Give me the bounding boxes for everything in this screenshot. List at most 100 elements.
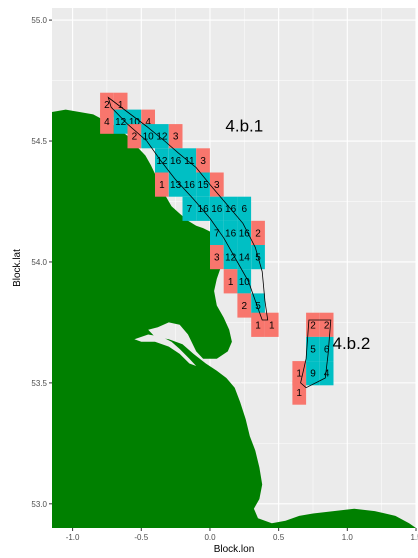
cell-label: 2 xyxy=(310,320,316,331)
block-cell: 16 xyxy=(196,196,210,221)
block-cell: 16 xyxy=(237,220,252,245)
area-labels: 4.b.1 4.b.2 xyxy=(225,116,370,353)
cell-label: 2 xyxy=(104,100,110,111)
cell-label: 16 xyxy=(184,180,196,191)
block-cell: 3 xyxy=(210,172,224,197)
cell-label: 12 xyxy=(156,132,168,143)
cell-fill xyxy=(113,109,128,134)
block-cell: 16 xyxy=(182,172,197,197)
block-cell: 1 xyxy=(292,380,307,405)
cell-label: 1 xyxy=(255,320,261,331)
cell-label: 10 xyxy=(129,117,141,128)
block-cell: 12 xyxy=(223,245,238,270)
cell-fill xyxy=(237,269,252,294)
mainland-shape xyxy=(52,109,416,528)
block-cell: 1 xyxy=(292,361,307,386)
block-cell: 2 xyxy=(319,312,334,337)
cell-label: 2 xyxy=(324,320,330,331)
cell-label: 16 xyxy=(170,156,182,167)
cell-label: 4 xyxy=(324,369,330,380)
cell-fill xyxy=(223,245,238,270)
cell-fill xyxy=(182,148,197,173)
cell-label: 10 xyxy=(239,277,251,288)
cell-label: 15 xyxy=(198,180,210,191)
cell-label: 10 xyxy=(143,132,155,143)
cell-fill xyxy=(319,336,334,362)
y-tick-label: 55.0 xyxy=(31,16,47,25)
block-cell: 11 xyxy=(182,148,197,173)
block-cell: 2 xyxy=(306,312,320,337)
x-tick-label: 1.0 xyxy=(342,533,354,542)
block-cell: 12 xyxy=(155,124,169,149)
cell-label: 9 xyxy=(310,369,316,380)
cell-label: 3 xyxy=(173,132,179,143)
cell-fill xyxy=(306,336,320,362)
y-tick-label: 54.0 xyxy=(31,258,47,267)
cell-label: 12 xyxy=(225,253,237,264)
block-cell: 14 xyxy=(237,245,252,270)
cell-label: 16 xyxy=(239,228,251,239)
cell-fill xyxy=(292,380,307,405)
cell-fill xyxy=(155,124,169,149)
cell-fill xyxy=(306,361,320,386)
block-cell: 9 xyxy=(306,361,320,386)
block-cell: 3 xyxy=(168,124,183,149)
cell-fill xyxy=(182,196,197,221)
cell-fill xyxy=(223,220,238,245)
cell-label: 5 xyxy=(255,301,261,312)
cell-label: 1 xyxy=(228,277,234,288)
cell-label: 16 xyxy=(198,204,210,215)
block-cell: 1 xyxy=(223,269,238,294)
cell-fill xyxy=(210,196,224,221)
cell-fill xyxy=(196,148,210,173)
cell-fill xyxy=(237,245,252,270)
cell-fill xyxy=(168,148,183,173)
cell-fill xyxy=(210,220,224,245)
area-outline-4b1 xyxy=(107,96,269,321)
x-tick-label: -0.5 xyxy=(134,533,148,542)
block-cell: 12 xyxy=(113,109,128,134)
block-cell: 10 xyxy=(237,269,252,294)
cell-label: 1 xyxy=(118,100,124,111)
cell-label: 7 xyxy=(214,228,220,239)
x-tick-label: -1.0 xyxy=(66,533,80,542)
block-cell: 2 xyxy=(251,220,265,245)
cell-fill xyxy=(210,245,224,270)
block-cell: 1 xyxy=(264,312,279,337)
block-cell: 7 xyxy=(210,220,224,245)
estuary-channel xyxy=(134,334,197,366)
y-axis-title: Block.lat xyxy=(12,249,23,287)
cell-label: 7 xyxy=(187,204,193,215)
cell-fill xyxy=(264,312,279,337)
land-mass xyxy=(52,109,416,528)
cell-fill xyxy=(237,220,252,245)
cell-label: 12 xyxy=(115,117,127,128)
cell-label: 2 xyxy=(242,301,248,312)
cell-label: 12 xyxy=(156,156,168,167)
x-axis-title: Block.lon xyxy=(214,544,255,555)
cell-label: 1 xyxy=(296,369,302,380)
cell-label: 6 xyxy=(242,204,248,215)
block-cell: 13 xyxy=(168,172,183,197)
cell-label: 3 xyxy=(214,253,220,264)
block-cell: 6 xyxy=(319,336,334,362)
cell-label: 4 xyxy=(104,117,110,128)
y-tick-label: 54.5 xyxy=(31,137,47,146)
cell-label: 1 xyxy=(269,320,275,331)
cell-label: 16 xyxy=(225,228,237,239)
cell-fill xyxy=(237,196,252,221)
block-cell: 2 xyxy=(237,293,252,318)
x-tick-label: 0.0 xyxy=(204,533,216,542)
cell-fill xyxy=(168,124,183,149)
cell-label: 6 xyxy=(324,345,330,356)
cell-fill xyxy=(155,172,169,197)
block-cell: 16 xyxy=(223,220,238,245)
x-tick-label: 0.5 xyxy=(273,533,285,542)
x-tick-label: 1.5 xyxy=(410,533,418,542)
block-cells: 2 14 12 10 42 10 12 312 16 11 31 13 16 15 37 16 16 16 67 16… xyxy=(100,92,334,405)
block-cell: 5 xyxy=(306,336,320,362)
cell-label: 13 xyxy=(170,180,182,191)
area-outline-4b2 xyxy=(300,319,332,389)
area-label: 4.b.1 xyxy=(225,116,263,135)
